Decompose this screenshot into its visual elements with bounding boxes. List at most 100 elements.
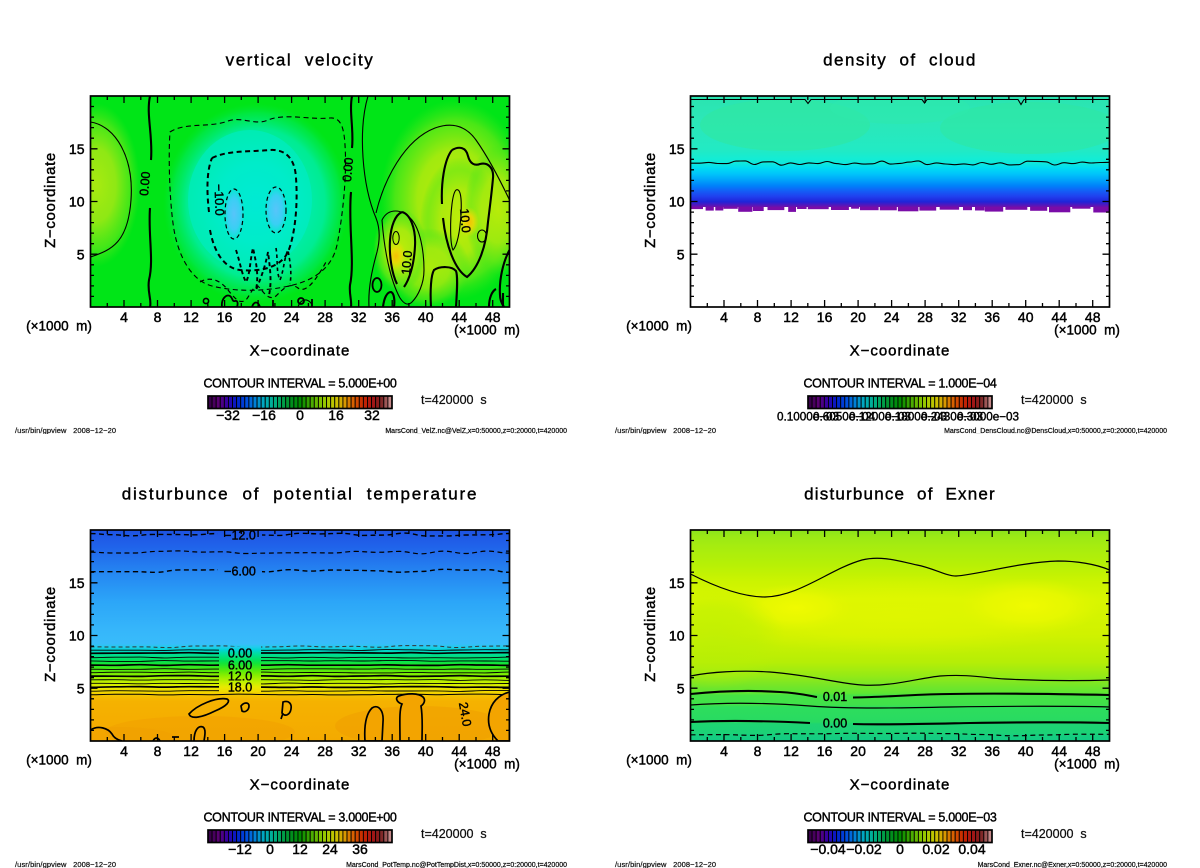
svg-text:(×1000 m): (×1000 m) [626, 753, 692, 768]
svg-text:−6.00: −6.00 [224, 565, 256, 579]
svg-text:disturbunce of Exner: disturbunce of Exner [804, 485, 996, 504]
svg-text:10: 10 [669, 628, 685, 644]
svg-text:28: 28 [917, 309, 933, 325]
svg-text:16: 16 [817, 743, 833, 759]
svg-text:32: 32 [351, 743, 367, 759]
svg-text:5: 5 [677, 246, 685, 262]
svg-text:CONTOUR INTERVAL = 5.000E+00: CONTOUR INTERVAL = 5.000E+00 [203, 377, 396, 391]
svg-text:0.1800e−03: 0.1800e−03 [885, 411, 947, 424]
svg-text:16: 16 [217, 309, 233, 325]
svg-text:28: 28 [317, 743, 333, 759]
svg-text:X−coordinate: X−coordinate [250, 777, 351, 794]
svg-text:6.00: 6.00 [228, 659, 252, 673]
svg-text:vertical velocity: vertical velocity [226, 51, 375, 70]
svg-text:44: 44 [1051, 743, 1067, 759]
svg-text:10: 10 [69, 194, 85, 210]
svg-text:24: 24 [884, 309, 900, 325]
svg-text:/usr/bin/gpview 2008−12−20: /usr/bin/gpview 2008−12−20 [15, 860, 116, 868]
svg-text:12: 12 [292, 841, 308, 857]
svg-text:X−coordinate: X−coordinate [850, 343, 951, 360]
svg-text:32: 32 [951, 743, 967, 759]
svg-text:0.00: 0.00 [137, 171, 153, 197]
svg-text:18.0: 18.0 [228, 681, 252, 695]
svg-text:36: 36 [352, 841, 368, 857]
svg-text:12: 12 [783, 309, 799, 325]
svg-text:0: 0 [266, 841, 274, 857]
svg-text:12: 12 [783, 743, 799, 759]
svg-text:(×1000 m): (×1000 m) [1054, 323, 1120, 338]
svg-text:36: 36 [384, 743, 400, 759]
svg-text:48: 48 [1085, 309, 1101, 325]
svg-text:24: 24 [284, 743, 300, 759]
svg-text:(×1000 m): (×1000 m) [626, 319, 692, 334]
svg-text:40: 40 [1018, 309, 1034, 325]
svg-text:40: 40 [1018, 743, 1034, 759]
svg-text:MarsCond_VelZ.nc@VelZ,x=0:5000: MarsCond_VelZ.nc@VelZ,x=0:50000,z=0:2000… [385, 428, 567, 434]
svg-text:/usr/bin/gpview 2008−12−20: /usr/bin/gpview 2008−12−20 [615, 426, 716, 434]
svg-text:4: 4 [720, 743, 728, 759]
svg-text:CONTOUR INTERVAL = 3.000E+00: CONTOUR INTERVAL = 3.000E+00 [203, 811, 396, 825]
svg-text:(×1000 m): (×1000 m) [26, 319, 92, 334]
svg-text:t=420000 s: t=420000 s [1021, 393, 1087, 407]
svg-text:0.01: 0.01 [823, 690, 847, 704]
svg-text:Z−coordinate: Z−coordinate [642, 152, 659, 248]
svg-text:48: 48 [485, 743, 501, 759]
svg-text:44: 44 [451, 309, 467, 325]
svg-text:MarsCond_PotTemp.nc@PotTempDis: MarsCond_PotTemp.nc@PotTempDist,x=0:5000… [346, 862, 567, 868]
svg-text:32: 32 [351, 309, 367, 325]
svg-text:48: 48 [1085, 743, 1101, 759]
svg-text:10: 10 [69, 628, 85, 644]
svg-text:8: 8 [154, 309, 162, 325]
svg-text:4: 4 [720, 309, 728, 325]
svg-text:44: 44 [451, 743, 467, 759]
svg-text:15: 15 [669, 575, 685, 591]
svg-text:12: 12 [183, 743, 199, 759]
svg-text:20: 20 [250, 309, 266, 325]
svg-text:0.00: 0.00 [228, 647, 252, 661]
svg-text:16: 16 [817, 309, 833, 325]
svg-text:−12.0: −12.0 [224, 529, 256, 543]
svg-text:4: 4 [120, 743, 128, 759]
svg-text:15: 15 [69, 141, 85, 157]
svg-text:−0.04: −0.04 [810, 841, 846, 857]
svg-text:32: 32 [364, 407, 380, 423]
svg-text:8: 8 [754, 743, 762, 759]
svg-text:0.1200e−03: 0.1200e−03 [849, 411, 911, 424]
svg-text:32: 32 [951, 309, 967, 325]
svg-text:Z−coordinate: Z−coordinate [642, 586, 659, 682]
svg-text:t=420000 s: t=420000 s [421, 393, 487, 407]
svg-text:/usr/bin/gpview 2008−12−20: /usr/bin/gpview 2008−12−20 [15, 426, 116, 434]
svg-text:CONTOUR INTERVAL = 5.000E−03: CONTOUR INTERVAL = 5.000E−03 [803, 811, 996, 825]
svg-text:24.0: 24.0 [456, 701, 474, 727]
svg-text:0.3000e−03: 0.3000e−03 [957, 411, 1019, 424]
svg-text:16: 16 [328, 407, 344, 423]
svg-text:t=420000 s: t=420000 s [1021, 827, 1087, 841]
svg-text:48: 48 [485, 309, 501, 325]
svg-text:Z−coordinate: Z−coordinate [42, 586, 59, 682]
svg-text:/usr/bin/gpview 2008−12−20: /usr/bin/gpview 2008−12−20 [615, 860, 716, 868]
svg-text:(×1000 m): (×1000 m) [26, 753, 92, 768]
svg-text:15: 15 [69, 575, 85, 591]
svg-text:36: 36 [384, 309, 400, 325]
svg-text:15: 15 [669, 141, 685, 157]
svg-text:(×1000 m): (×1000 m) [454, 323, 520, 338]
svg-text:16: 16 [217, 743, 233, 759]
svg-text:CONTOUR INTERVAL = 1.000E−04: CONTOUR INTERVAL = 1.000E−04 [803, 377, 996, 391]
svg-text:20: 20 [250, 743, 266, 759]
svg-text:−32: −32 [216, 407, 240, 423]
svg-text:40: 40 [418, 309, 434, 325]
svg-text:4: 4 [120, 309, 128, 325]
svg-text:0: 0 [296, 407, 304, 423]
svg-text:t=420000 s: t=420000 s [421, 827, 487, 841]
svg-text:0.02: 0.02 [922, 841, 949, 857]
svg-text:Z−coordinate: Z−coordinate [42, 152, 59, 248]
svg-text:0.04: 0.04 [958, 841, 985, 857]
svg-text:−12: −12 [228, 841, 252, 857]
svg-text:−16: −16 [252, 407, 276, 423]
svg-text:12.0: 12.0 [228, 670, 252, 684]
svg-text:0.2430e−03: 0.2430e−03 [921, 411, 983, 424]
svg-text:28: 28 [917, 743, 933, 759]
svg-text:12: 12 [183, 309, 199, 325]
svg-text:5: 5 [77, 680, 85, 696]
svg-text:36: 36 [984, 309, 1000, 325]
